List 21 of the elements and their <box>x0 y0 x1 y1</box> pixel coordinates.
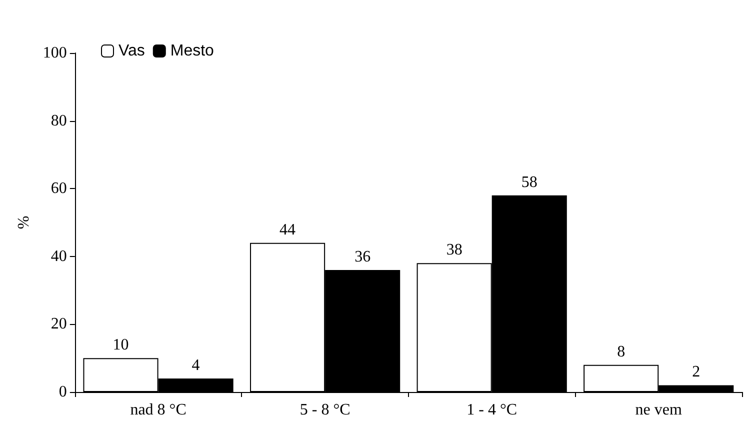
x-tick-label: nad 8 °C <box>130 402 186 418</box>
legend-label: Mesto <box>170 42 214 60</box>
data-label: 8 <box>617 343 626 360</box>
data-label: 38 <box>446 242 462 259</box>
x-tick-label: 1 - 4 °C <box>466 402 518 418</box>
y-tick-label: 20 <box>50 316 67 333</box>
y-tick-label: 60 <box>50 180 67 198</box>
data-label: 2 <box>692 364 700 381</box>
y-tick-label: 100 <box>42 44 67 62</box>
legend-label: Vas <box>118 42 145 60</box>
y-tick-label: 0 <box>58 384 67 400</box>
data-label: 58 <box>521 174 538 191</box>
y-tick-label: 40 <box>50 248 67 265</box>
data-label: 10 <box>112 336 129 354</box>
data-label: 36 <box>354 248 371 266</box>
x-tick-label: 5 - 8 °C <box>300 402 350 418</box>
data-label: 44 <box>280 221 296 238</box>
y-axis-title: % <box>16 216 32 230</box>
y-tick-label: 80 <box>50 112 67 130</box>
data-label: 4 <box>192 356 200 374</box>
x-tick-label: ne vem <box>635 402 682 418</box>
